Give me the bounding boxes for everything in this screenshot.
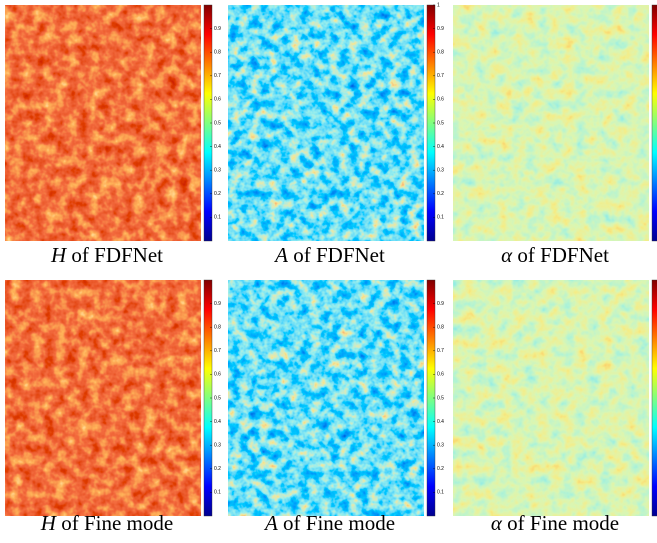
colorbar xyxy=(652,5,657,241)
caption: H of FDFNet xyxy=(50,243,163,267)
colorbar-tick-label: 0.8 xyxy=(437,325,444,331)
colorbar-tick-label: 0.3 xyxy=(214,443,221,449)
colorbar-tick-label: 0.9 xyxy=(437,26,444,32)
colorbar-tick-label: 0.4 xyxy=(214,144,221,150)
colorbar-tick-label: 0.9 xyxy=(214,301,221,307)
colorbar-tick-label: 0.8 xyxy=(437,50,444,56)
colorbar-tick-label: 0.4 xyxy=(214,419,221,425)
colorbar-tick-label: 0.1 xyxy=(214,490,221,496)
map-image xyxy=(228,280,424,516)
caption-symbol: A xyxy=(273,243,288,267)
colorbar-tick-label: 0.1 xyxy=(437,215,444,221)
colorbar-tick-label: 0.9 xyxy=(214,26,221,32)
panel: 0.1 0.2 0.3 0.4 0.5 0.6 0.7 0.8 0.9 A of Fine mod… xyxy=(228,280,444,535)
figure: 0.10.20.30.40.50.60.70.80.9H of FDFNet0.… xyxy=(0,0,657,543)
caption-text: of FDFNet xyxy=(71,243,163,267)
colorbar-tick-label: 0.5 xyxy=(437,120,444,126)
caption: A of FDFNet xyxy=(273,243,385,267)
colorbar-tick-label: 0.4 xyxy=(437,144,444,150)
colorbar-tick-label: 0.7 xyxy=(437,73,444,79)
caption-text: of Fine mode xyxy=(507,511,619,535)
caption: H of Fine mode xyxy=(40,511,173,535)
caption-text: of Fine mode xyxy=(283,511,395,535)
colorbar-tick-label: 0.8 xyxy=(214,50,221,56)
caption-symbol: A xyxy=(263,511,278,535)
colorbar-tick-label: 0.4 xyxy=(437,419,444,425)
colorbar-tick-label: 0.2 xyxy=(214,466,221,472)
panel: α of Fine mode xyxy=(453,280,657,535)
colorbar-tick-label: 0.1 xyxy=(437,490,444,496)
colorbar-tick-label: 0.7 xyxy=(437,348,444,354)
panel: 0.1 0.2 0.3 0.4 0.5 0.6 0.7 0.8 0.9 H of FDFNet xyxy=(5,5,221,267)
colorbar-tick-label: 0.5 xyxy=(214,120,221,126)
colorbar-tick-label: 0.1 xyxy=(214,215,221,221)
colorbar-tick-label: 0.6 xyxy=(437,372,444,378)
caption-text: of FDFNet xyxy=(517,243,609,267)
map-image xyxy=(228,5,424,241)
colorbar-tick-label: 0.7 xyxy=(214,348,221,354)
colorbar-tick-label: 0.7 xyxy=(214,73,221,79)
panel: 0.1 0.2 0.3 0.4 0.5 0.6 0.7 0.8 0.9 H of Fine mod… xyxy=(5,280,221,535)
caption-text: of Fine mode xyxy=(61,511,173,535)
caption: α of Fine mode xyxy=(491,511,619,535)
colorbar-tick-label: 1 xyxy=(437,2,440,8)
colorbar-tick-label: 0.2 xyxy=(437,191,444,197)
colorbar-tick-label: 0.5 xyxy=(214,395,221,401)
colorbar-tick-label: 0.3 xyxy=(214,168,221,174)
caption: α of FDFNet xyxy=(501,243,609,267)
colorbar-tick-label: 0.2 xyxy=(437,466,444,472)
colorbar xyxy=(652,280,657,516)
colorbar-tick-label: 0.8 xyxy=(214,325,221,331)
map-image xyxy=(453,5,649,241)
colorbar-tick-label: 0.3 xyxy=(437,168,444,174)
colorbar-tick-label: 0.2 xyxy=(214,191,221,197)
colorbar-tick-label: 0.6 xyxy=(214,372,221,378)
map-image xyxy=(5,280,201,516)
colorbar-tick-label: 0.6 xyxy=(214,97,221,103)
colorbar-tick-label: 0.3 xyxy=(437,443,444,449)
colorbar-tick-label: 0.6 xyxy=(437,97,444,103)
colorbar-tick-label: 0.5 xyxy=(437,395,444,401)
map-image xyxy=(453,280,649,516)
map-image xyxy=(5,5,201,241)
colorbar-tick-label: 0.9 xyxy=(437,301,444,307)
caption-text: of FDFNet xyxy=(293,243,385,267)
panel: 0.1 0.2 0.3 0.4 0.5 0.6 0.7 0.8 0.9 1 A of FDFNet xyxy=(228,2,444,267)
panel: α of FDFNet xyxy=(453,5,657,267)
caption: A of Fine mode xyxy=(263,511,395,535)
